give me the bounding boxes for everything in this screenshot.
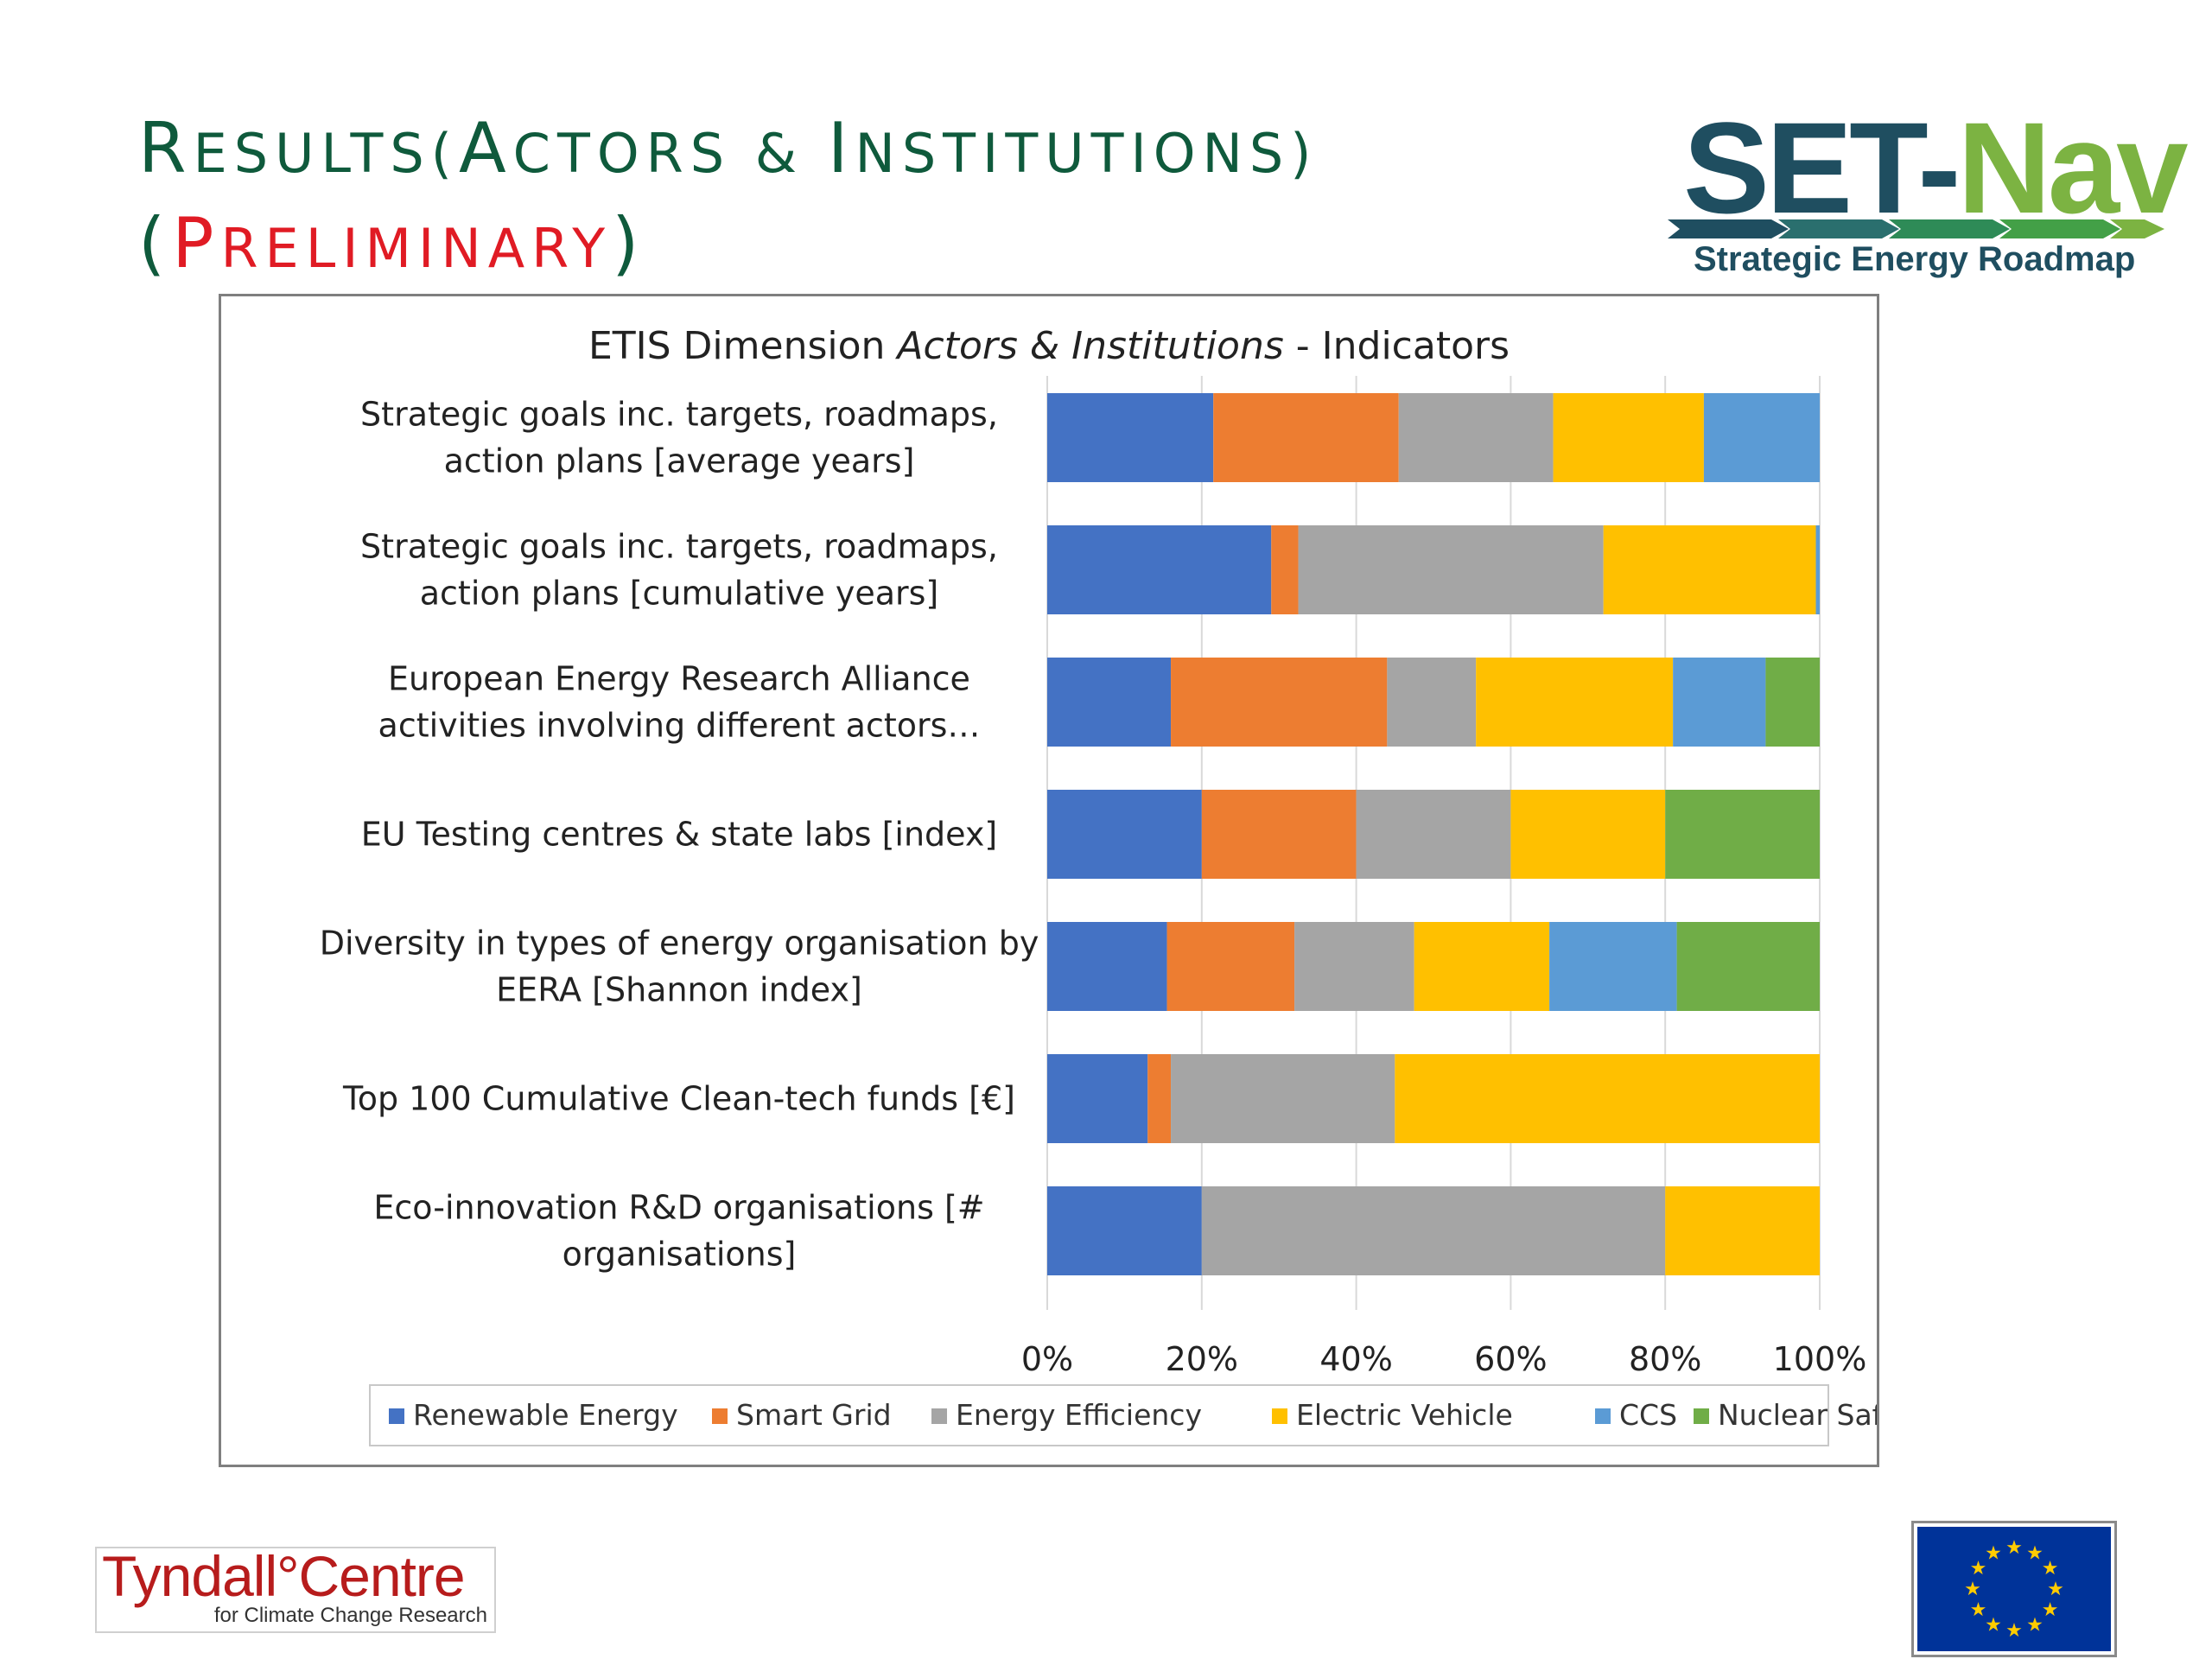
- category-label: organisations]: [563, 1236, 797, 1274]
- title-line-2: (Preliminary): [138, 203, 646, 283]
- bar-segment: [1201, 1186, 1666, 1275]
- category-label: action plans [average years]: [444, 442, 915, 480]
- legend-swatch: [1595, 1408, 1611, 1424]
- category-label: Strategic goals inc. targets, roadmaps,: [360, 528, 998, 566]
- category-label: action plans [cumulative years]: [420, 575, 939, 613]
- bar-segment: [1387, 658, 1477, 747]
- x-tick-label: 100%: [1773, 1340, 1867, 1378]
- bar-segment: [1553, 393, 1704, 482]
- bar-segment: [1047, 790, 1202, 879]
- bar-segment: [1294, 922, 1414, 1011]
- bar-segment: [1510, 790, 1666, 879]
- x-tick-label: 40%: [1319, 1340, 1392, 1378]
- title-line-1: Results(Actors & Institutions): [138, 108, 1319, 188]
- bar-segment: [1147, 1054, 1172, 1143]
- legend-label: Renewable Energy: [413, 1398, 678, 1432]
- legend-swatch: [1272, 1408, 1287, 1424]
- eu-star-icon: ★: [2026, 1615, 2044, 1637]
- legend-box: [369, 1384, 1829, 1446]
- eu-flag: ★ ★ ★ ★ ★ ★ ★ ★ ★ ★ ★ ★: [1911, 1521, 2117, 1657]
- bar-segment: [1201, 790, 1357, 879]
- x-tick-label: 60%: [1474, 1340, 1547, 1378]
- x-tick-label: 20%: [1166, 1340, 1238, 1378]
- legend-label: Electric Vehicle: [1296, 1398, 1513, 1432]
- x-tick-label: 80%: [1629, 1340, 1701, 1378]
- eu-star-icon: ★: [2026, 1542, 2044, 1564]
- category-label: EU Testing centres & state labs [index]: [361, 816, 997, 854]
- eu-star-icon: ★: [1970, 1599, 1987, 1621]
- eu-star-icon: ★: [2047, 1579, 2064, 1600]
- chart-title-part: ETIS Dimension: [588, 324, 897, 368]
- tyndall-logo-subtitle: for Climate Change Research: [213, 1604, 487, 1627]
- category-label: activities involving different actors…: [378, 707, 981, 745]
- legend-label: Energy Efficiency: [956, 1398, 1202, 1432]
- bar-segment: [1356, 790, 1511, 879]
- bar-segment: [1171, 658, 1388, 747]
- bar-segment: [1676, 922, 1820, 1011]
- bar-segment: [1665, 1186, 1820, 1275]
- legend-swatch: [389, 1408, 404, 1424]
- bar-segment: [1047, 393, 1214, 482]
- category-label: European Energy Research Alliance: [388, 660, 970, 698]
- bar-segment: [1047, 922, 1167, 1011]
- bar-segment: [1171, 1054, 1395, 1143]
- eu-star-icon: ★: [1970, 1558, 1987, 1580]
- eu-flag-background: [1917, 1527, 2111, 1651]
- category-label: Eco-innovation R&D organisations [#: [373, 1189, 984, 1227]
- chart-title: ETIS Dimension Actors & Institutions - I…: [588, 324, 1510, 368]
- tyndall-logo: Tyndall°Centre for Climate Change Resear…: [95, 1544, 496, 1633]
- eu-star-icon: ★: [1985, 1615, 2002, 1637]
- legend-swatch: [712, 1408, 728, 1424]
- eu-star-icon: ★: [2005, 1620, 2023, 1642]
- bar-segment: [1414, 922, 1550, 1011]
- bar-segment: [1047, 1186, 1202, 1275]
- x-tick-label: 0%: [1021, 1340, 1073, 1378]
- bar-segment: [1549, 922, 1677, 1011]
- bar-segment: [1765, 658, 1820, 747]
- legend-swatch: [1694, 1408, 1709, 1424]
- setnav-logo: SET-Nav Strategic Energy Roadmap: [1668, 95, 2189, 285]
- category-label: Diversity in types of energy organisatio…: [320, 925, 1039, 963]
- setnav-tagline: Strategic Energy Roadmap: [1694, 240, 2136, 278]
- category-label: Top 100 Cumulative Clean-tech funds [€]: [342, 1080, 1015, 1118]
- eu-star-icon: ★: [2042, 1599, 2059, 1621]
- eu-star-icon: ★: [2005, 1537, 2023, 1559]
- stacked-bar-chart: ETIS Dimension Actors & Institutions - I…: [320, 324, 1877, 1446]
- chart-frame: ETIS Dimension Actors & Institutions - I…: [219, 294, 1879, 1467]
- bar-segment: [1271, 525, 1299, 614]
- setnav-logo-text: SET-Nav: [1683, 95, 2189, 240]
- tyndall-logo-name: Tyndall°Centre: [102, 1544, 466, 1608]
- chart-title-part: Actors & Institutions: [894, 324, 1283, 368]
- bar-segment: [1703, 393, 1820, 482]
- legend-label: Smart Grid: [736, 1398, 892, 1432]
- bar-segment: [1213, 393, 1399, 482]
- legend-label: Nuclear Safety: [1718, 1398, 1877, 1432]
- category-label: EERA [Shannon index]: [496, 971, 862, 1009]
- bar-segment: [1166, 922, 1295, 1011]
- bar-segment: [1815, 525, 1820, 614]
- eu-star-icon: ★: [1985, 1542, 2002, 1564]
- bar-segment: [1047, 1054, 1148, 1143]
- bar-segment: [1047, 525, 1272, 614]
- legend-swatch: [931, 1408, 947, 1424]
- category-label: Strategic goals inc. targets, roadmaps,: [360, 396, 998, 434]
- setnav-arrows-icon: [1668, 219, 2164, 238]
- bar-segment: [1665, 790, 1820, 879]
- chart-title-part: - Indicators: [1284, 324, 1510, 368]
- bar-segment: [1603, 525, 1816, 614]
- bar-segment: [1047, 658, 1172, 747]
- eu-flag-icon: ★ ★★★★★★★★★★★: [1917, 1527, 2111, 1651]
- bar-segment: [1398, 393, 1554, 482]
- bar-segment: [1298, 525, 1604, 614]
- bar-segment: [1476, 658, 1674, 747]
- legend-label: CCS: [1619, 1398, 1677, 1432]
- bar-segment: [1395, 1054, 1820, 1143]
- bar-segment: [1673, 658, 1766, 747]
- eu-star-icon: ★: [2042, 1558, 2059, 1580]
- eu-star-icon: ★: [1964, 1579, 1981, 1600]
- slide-title: Results(Actors & Institutions) (Prelimin…: [138, 104, 1318, 294]
